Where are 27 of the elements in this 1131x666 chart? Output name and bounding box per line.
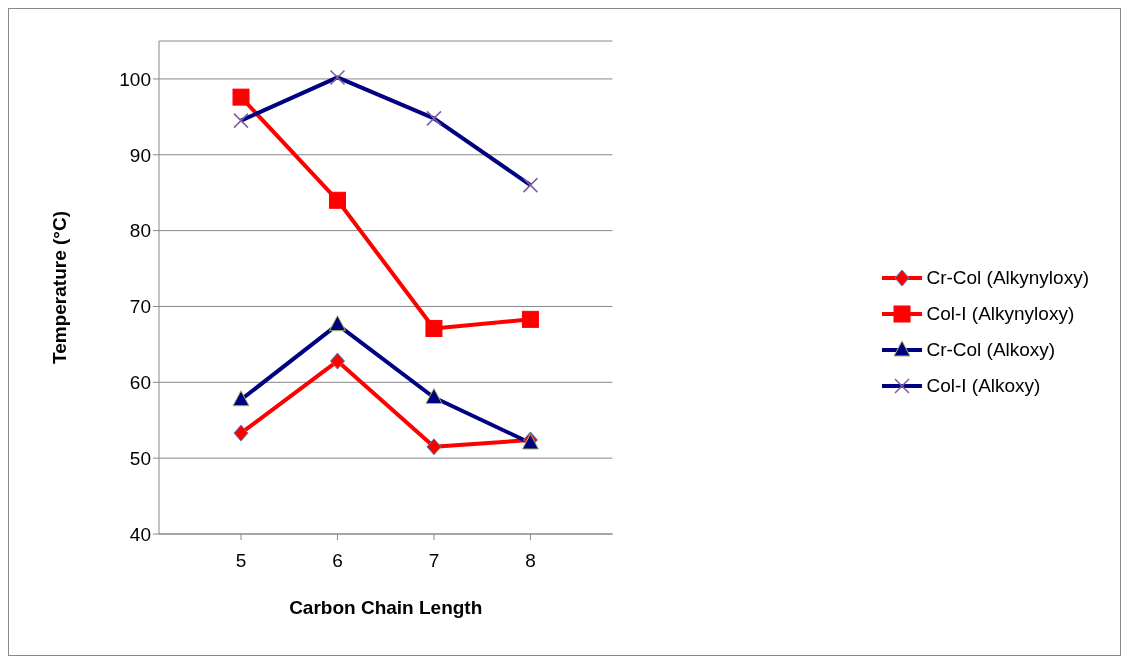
point (329, 352, 345, 370)
x-tick-label: 6 (332, 550, 343, 572)
y-tick-label: 90 (129, 144, 151, 166)
y-tick-label: 70 (129, 296, 151, 318)
x-tick-label: 7 (428, 550, 440, 572)
legend-label: Cr-Col (Alkynyloxy) (926, 266, 1089, 289)
x-axis-title: Carbon Chain Length (289, 597, 483, 618)
point (425, 387, 443, 404)
x-tick-label: 8 (525, 550, 536, 572)
y-tick-label: 60 (129, 372, 151, 394)
point (426, 438, 442, 456)
y-tick-label: 40 (129, 523, 151, 545)
point (232, 390, 250, 407)
y-tick-label: 100 (119, 68, 151, 90)
legend-label: Cr-Col (Alkoxy) (926, 338, 1056, 361)
point (521, 310, 539, 328)
point (425, 319, 443, 337)
x-tick-label: 5 (235, 550, 247, 572)
y-tick-label: 80 (129, 220, 151, 242)
y-axis-title: Temperature (°C) (48, 211, 70, 364)
legend-label: Col-I (Alkynyloxy) (926, 302, 1075, 325)
y-tick-label: 50 (129, 447, 151, 469)
point (233, 424, 249, 442)
point (328, 315, 346, 332)
point (232, 88, 250, 106)
point (328, 191, 346, 209)
legend-label: Col-I (Alkoxy) (926, 374, 1041, 397)
